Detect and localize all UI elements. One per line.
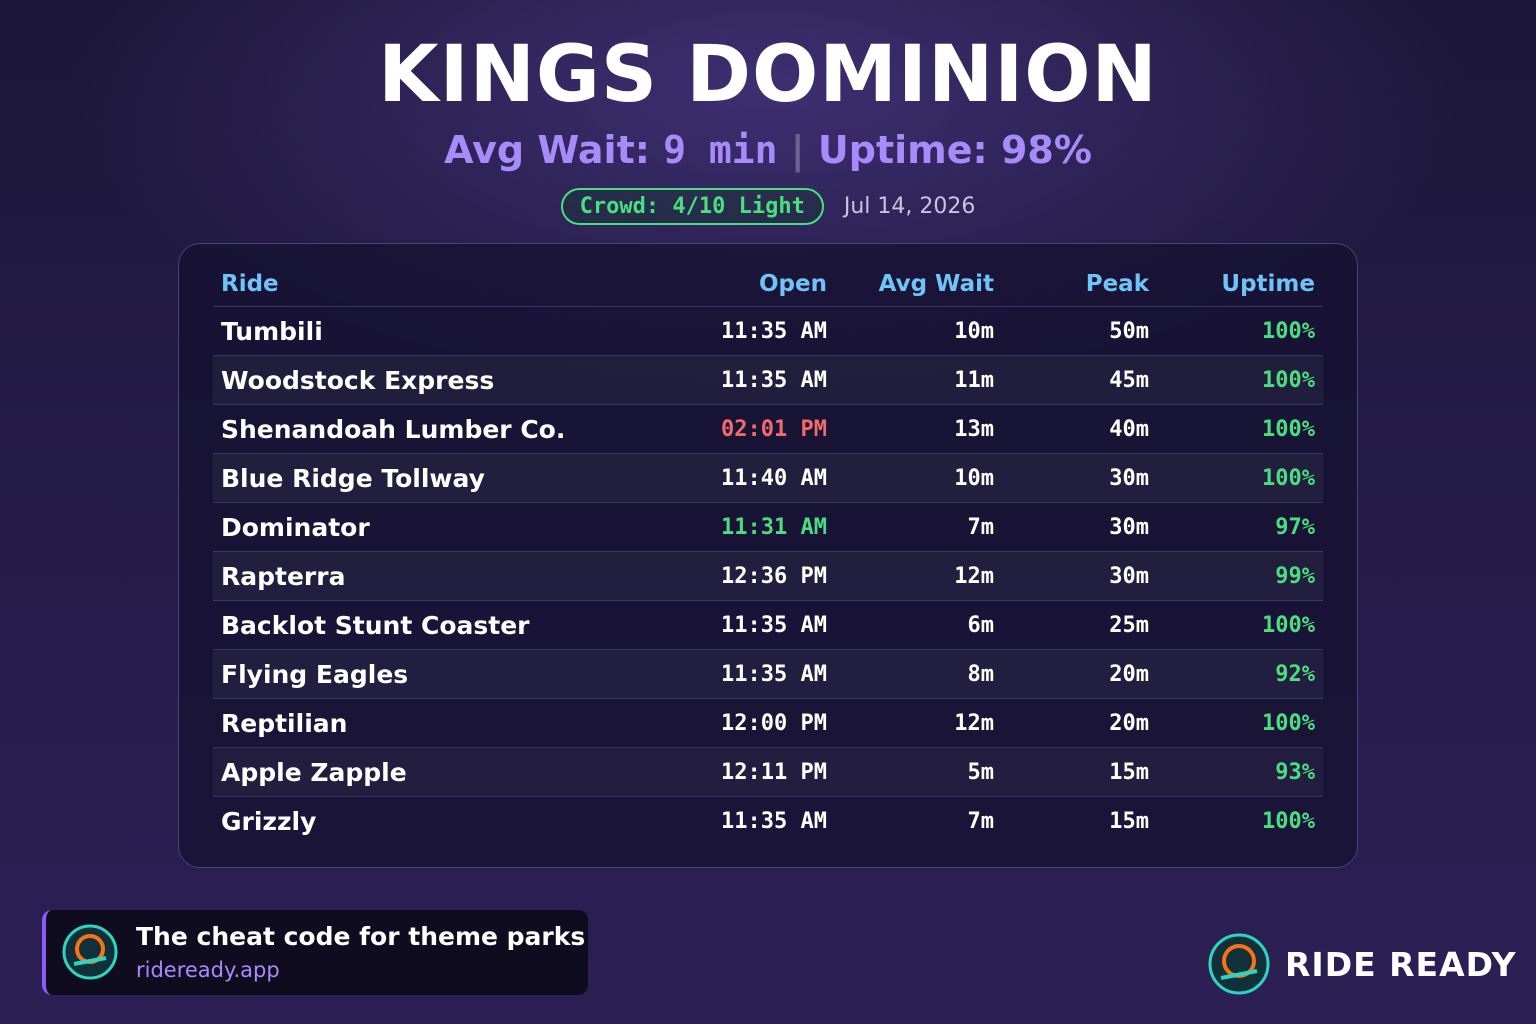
ride-row: Reptilian 12:00 PM 12m 20m 100% bbox=[213, 698, 1323, 748]
separator: | bbox=[790, 128, 805, 172]
cell: 30m bbox=[1002, 551, 1157, 601]
brand: RIDE READY bbox=[1285, 945, 1517, 984]
cell: Flying Eagles bbox=[213, 649, 700, 699]
cell: 15m bbox=[1002, 747, 1157, 797]
cell: 45m bbox=[1002, 355, 1157, 405]
ride-row: Tumbili 11:35 AM 10m 50m 100% bbox=[213, 306, 1323, 356]
brand-logo bbox=[1208, 933, 1270, 995]
meta: Crowd: 4/10 Light Jul 14, 2026 bbox=[0, 188, 1536, 225]
column-header: Uptime bbox=[1157, 262, 1323, 307]
cell: 5m bbox=[835, 747, 1002, 797]
date: Jul 14, 2026 bbox=[843, 194, 976, 219]
cell: 92% bbox=[1157, 649, 1323, 699]
cell: 30m bbox=[1002, 453, 1157, 503]
cell: 11:31 AM bbox=[700, 502, 835, 552]
cell: 12:11 PM bbox=[700, 747, 835, 797]
ride-row: Dominator 11:31 AM 7m 30m 97% bbox=[213, 502, 1323, 552]
cell: Shenandoah Lumber Co. bbox=[213, 404, 700, 454]
cell: 11:40 AM bbox=[700, 453, 835, 503]
cell: 100% bbox=[1157, 600, 1323, 650]
avg-wait-label: Avg Wait: bbox=[444, 128, 650, 172]
cell: 12:00 PM bbox=[700, 698, 835, 748]
cell: Apple Zapple bbox=[213, 747, 700, 797]
cell: 11:35 AM bbox=[700, 306, 835, 356]
header-row: Ride Open Avg Wait Peak Uptime bbox=[213, 262, 1323, 307]
cell: 97% bbox=[1157, 502, 1323, 552]
ride-row: Apple Zapple 12:11 PM 5m 15m 93% bbox=[213, 747, 1323, 797]
url: rideready.app bbox=[136, 958, 280, 982]
cell: 11:35 AM bbox=[700, 355, 835, 405]
cell: Rapterra bbox=[213, 551, 700, 601]
cell: 30m bbox=[1002, 502, 1157, 552]
cell: 12:36 PM bbox=[700, 551, 835, 601]
column-header: Open bbox=[700, 262, 835, 307]
cell: 25m bbox=[1002, 600, 1157, 650]
cell: 50m bbox=[1002, 306, 1157, 356]
ride-card: Ride Open Avg Wait Peak Uptime Tumbili 11:35 … bbox=[178, 243, 1358, 868]
cell: 99% bbox=[1157, 551, 1323, 601]
cell: 6m bbox=[835, 600, 1002, 650]
cell: 11:35 AM bbox=[721, 808, 827, 834]
cell: 93% bbox=[1157, 747, 1323, 797]
cell: Dominator bbox=[213, 502, 700, 552]
ride-row: Grizzly 11:35 AM 7m 15m 100% bbox=[213, 797, 1323, 846]
cell: 7m bbox=[967, 808, 995, 834]
cell: 100% bbox=[1262, 808, 1315, 834]
crowd-badge: Crowd: 4/10 Light bbox=[560, 188, 824, 225]
cell: Reptilian bbox=[213, 698, 700, 748]
cell: Grizzly bbox=[221, 806, 317, 836]
promo: The cheat code for theme parks rideready… bbox=[42, 910, 588, 995]
cell: 10m bbox=[835, 453, 1002, 503]
cell: 20m bbox=[1002, 698, 1157, 748]
cell: 100% bbox=[1157, 698, 1323, 748]
cell: 12m bbox=[835, 698, 1002, 748]
stats: Avg Wait: 9 min | Uptime: 98% bbox=[0, 128, 1536, 172]
cell: 10m bbox=[835, 306, 1002, 356]
cell: 100% bbox=[1157, 453, 1323, 503]
cell: 12m bbox=[835, 551, 1002, 601]
ride-row: Rapterra 12:36 PM 12m 30m 99% bbox=[213, 551, 1323, 601]
ride-row: Blue Ridge Tollway 11:40 AM 10m 30m 100% bbox=[213, 453, 1323, 503]
title: KINGS DOMINION bbox=[378, 30, 1158, 120]
logo bbox=[62, 924, 118, 980]
cell: 8m bbox=[835, 649, 1002, 699]
cell: Backlot Stunt Coaster bbox=[213, 600, 700, 650]
ride-row: Shenandoah Lumber Co. 02:01 PM 13m 40m 100% bbox=[213, 404, 1323, 454]
cell: 100% bbox=[1157, 355, 1323, 405]
cell: 13m bbox=[835, 404, 1002, 454]
ride-table: Ride Open Avg Wait Peak Uptime Tumbili 11:35 … bbox=[213, 262, 1323, 845]
cell: 15m bbox=[1109, 808, 1149, 834]
column-header: Ride bbox=[213, 262, 700, 307]
cell: Woodstock Express bbox=[213, 355, 700, 405]
cell: 20m bbox=[1002, 649, 1157, 699]
column-header: Avg Wait bbox=[835, 262, 1002, 307]
cell: 02:01 PM bbox=[700, 404, 835, 454]
ride-row: Woodstock Express 11:35 AM 11m 45m 100% bbox=[213, 355, 1323, 405]
tagline: The cheat code for theme parks bbox=[136, 922, 586, 951]
column-header: Peak bbox=[1002, 262, 1157, 307]
avg-wait-value: 9 min bbox=[663, 128, 778, 172]
uptime: Uptime: 98% bbox=[817, 128, 1092, 172]
cell: 7m bbox=[835, 502, 1002, 552]
cell: Blue Ridge Tollway bbox=[213, 453, 700, 503]
cell: Tumbili bbox=[213, 306, 700, 356]
cell: 40m bbox=[1002, 404, 1157, 454]
ride-row: Backlot Stunt Coaster 11:35 AM 6m 25m 100% bbox=[213, 600, 1323, 650]
cell: 11m bbox=[835, 355, 1002, 405]
ride-row: Flying Eagles 11:35 AM 8m 20m 92% bbox=[213, 649, 1323, 699]
table-body: Tumbili 11:35 AM 10m 50m 100% Woodstock Expre… bbox=[213, 306, 1323, 846]
cell: 11:35 AM bbox=[700, 600, 835, 650]
cell: 100% bbox=[1157, 404, 1323, 454]
cell: 11:35 AM bbox=[700, 649, 835, 699]
cell: 100% bbox=[1157, 306, 1323, 356]
